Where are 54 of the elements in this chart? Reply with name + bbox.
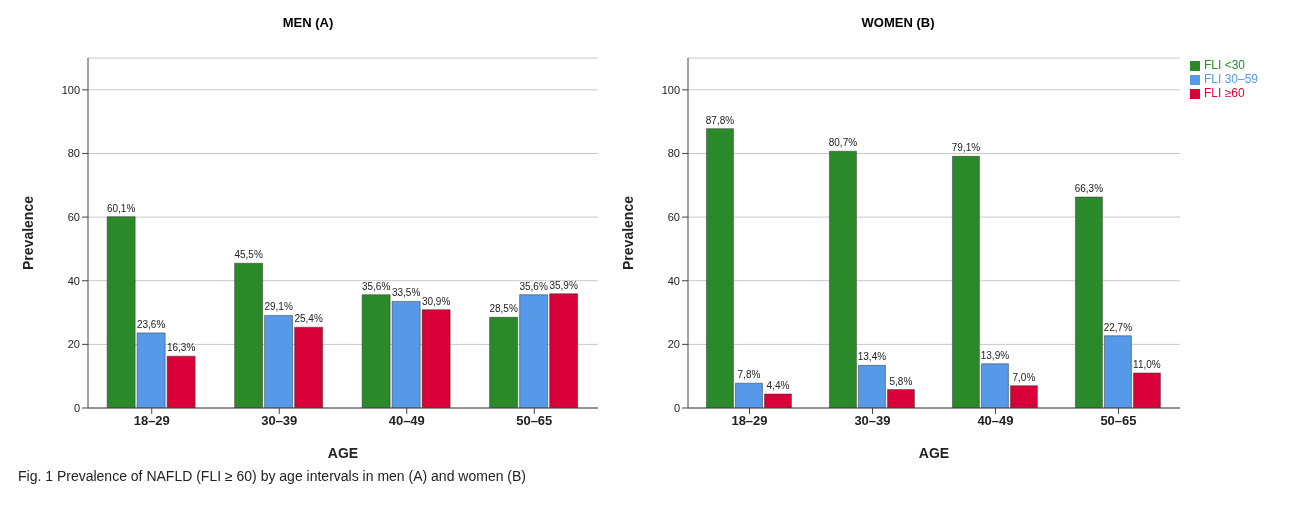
y-tick-label: 100 <box>61 83 80 96</box>
y-tick-label: 80 <box>67 147 80 160</box>
x-tick-label: 18–29 <box>731 413 768 429</box>
x-tick-label: 40–49 <box>388 413 425 429</box>
legend-label: FLI <30 <box>1203 58 1245 72</box>
x-axis-title: AGE <box>327 445 359 461</box>
data-label: 22,7% <box>1103 321 1133 333</box>
data-label: 33,5% <box>391 287 421 299</box>
x-axis-title: AGE <box>918 445 950 461</box>
x-tick-label: 50–65 <box>516 413 553 429</box>
y-tick-label: 0 <box>73 401 80 414</box>
data-label: 13,4% <box>857 351 887 363</box>
data-label: 5,8% <box>889 375 913 387</box>
y-axis-title: Prevalence <box>619 195 636 270</box>
x-tick-label: 30–39 <box>261 413 298 429</box>
data-label: 28,5% <box>489 303 518 315</box>
y-tick-label: 40 <box>667 274 680 287</box>
data-label: 16,3% <box>166 342 196 354</box>
y-tick-label: 60 <box>667 211 680 223</box>
x-tick-label: 18–29 <box>133 413 170 429</box>
data-label: 45,5% <box>234 249 263 261</box>
data-label: 60,1% <box>106 202 136 214</box>
chart-title: MEN (A) <box>281 14 335 32</box>
y-tick-label: 60 <box>67 211 80 223</box>
data-label: 30,9% <box>421 295 451 307</box>
caption: Fig. 1 Prevalence of NAFLD (FLI ≥ 60) by age intervals in men (A) and women (B) <box>17 468 527 484</box>
data-label: 35,9% <box>549 279 578 291</box>
x-tick-label: 40–49 <box>977 413 1014 429</box>
data-label: 25,4% <box>294 313 323 325</box>
data-label: 11,0% <box>1133 359 1161 370</box>
y-axis-title: Prevalence <box>19 195 36 270</box>
legend-label: FLI ≥60 <box>1203 86 1245 100</box>
data-label: 35,6% <box>519 280 548 292</box>
y-tick-label: 0 <box>673 401 680 414</box>
y-tick-label: 40 <box>67 274 80 287</box>
y-tick-label: 100 <box>661 83 680 96</box>
x-tick-label: 30–39 <box>854 413 891 429</box>
x-tick-label: 50–65 <box>1100 413 1137 429</box>
legend-label: FLI 30–59 <box>1203 72 1258 86</box>
data-label: 7,0% <box>1012 371 1036 383</box>
y-tick-label: 20 <box>67 338 80 351</box>
y-tick-label: 80 <box>667 147 680 160</box>
data-label: 7,8% <box>737 369 761 381</box>
data-label: 29,1% <box>264 301 293 313</box>
chart-title: WOMEN (B) <box>860 14 936 32</box>
data-label: 4,4% <box>766 380 790 391</box>
data-label: 35,6% <box>361 280 391 292</box>
data-label: 23,6% <box>136 318 166 330</box>
data-label: 80,7% <box>828 137 858 149</box>
data-label: 87,8% <box>705 114 735 126</box>
y-tick-label: 20 <box>667 338 680 351</box>
data-label: 66,3% <box>1074 183 1104 195</box>
data-label: 13,9% <box>980 349 1010 361</box>
data-label: 79,1% <box>951 142 981 154</box>
